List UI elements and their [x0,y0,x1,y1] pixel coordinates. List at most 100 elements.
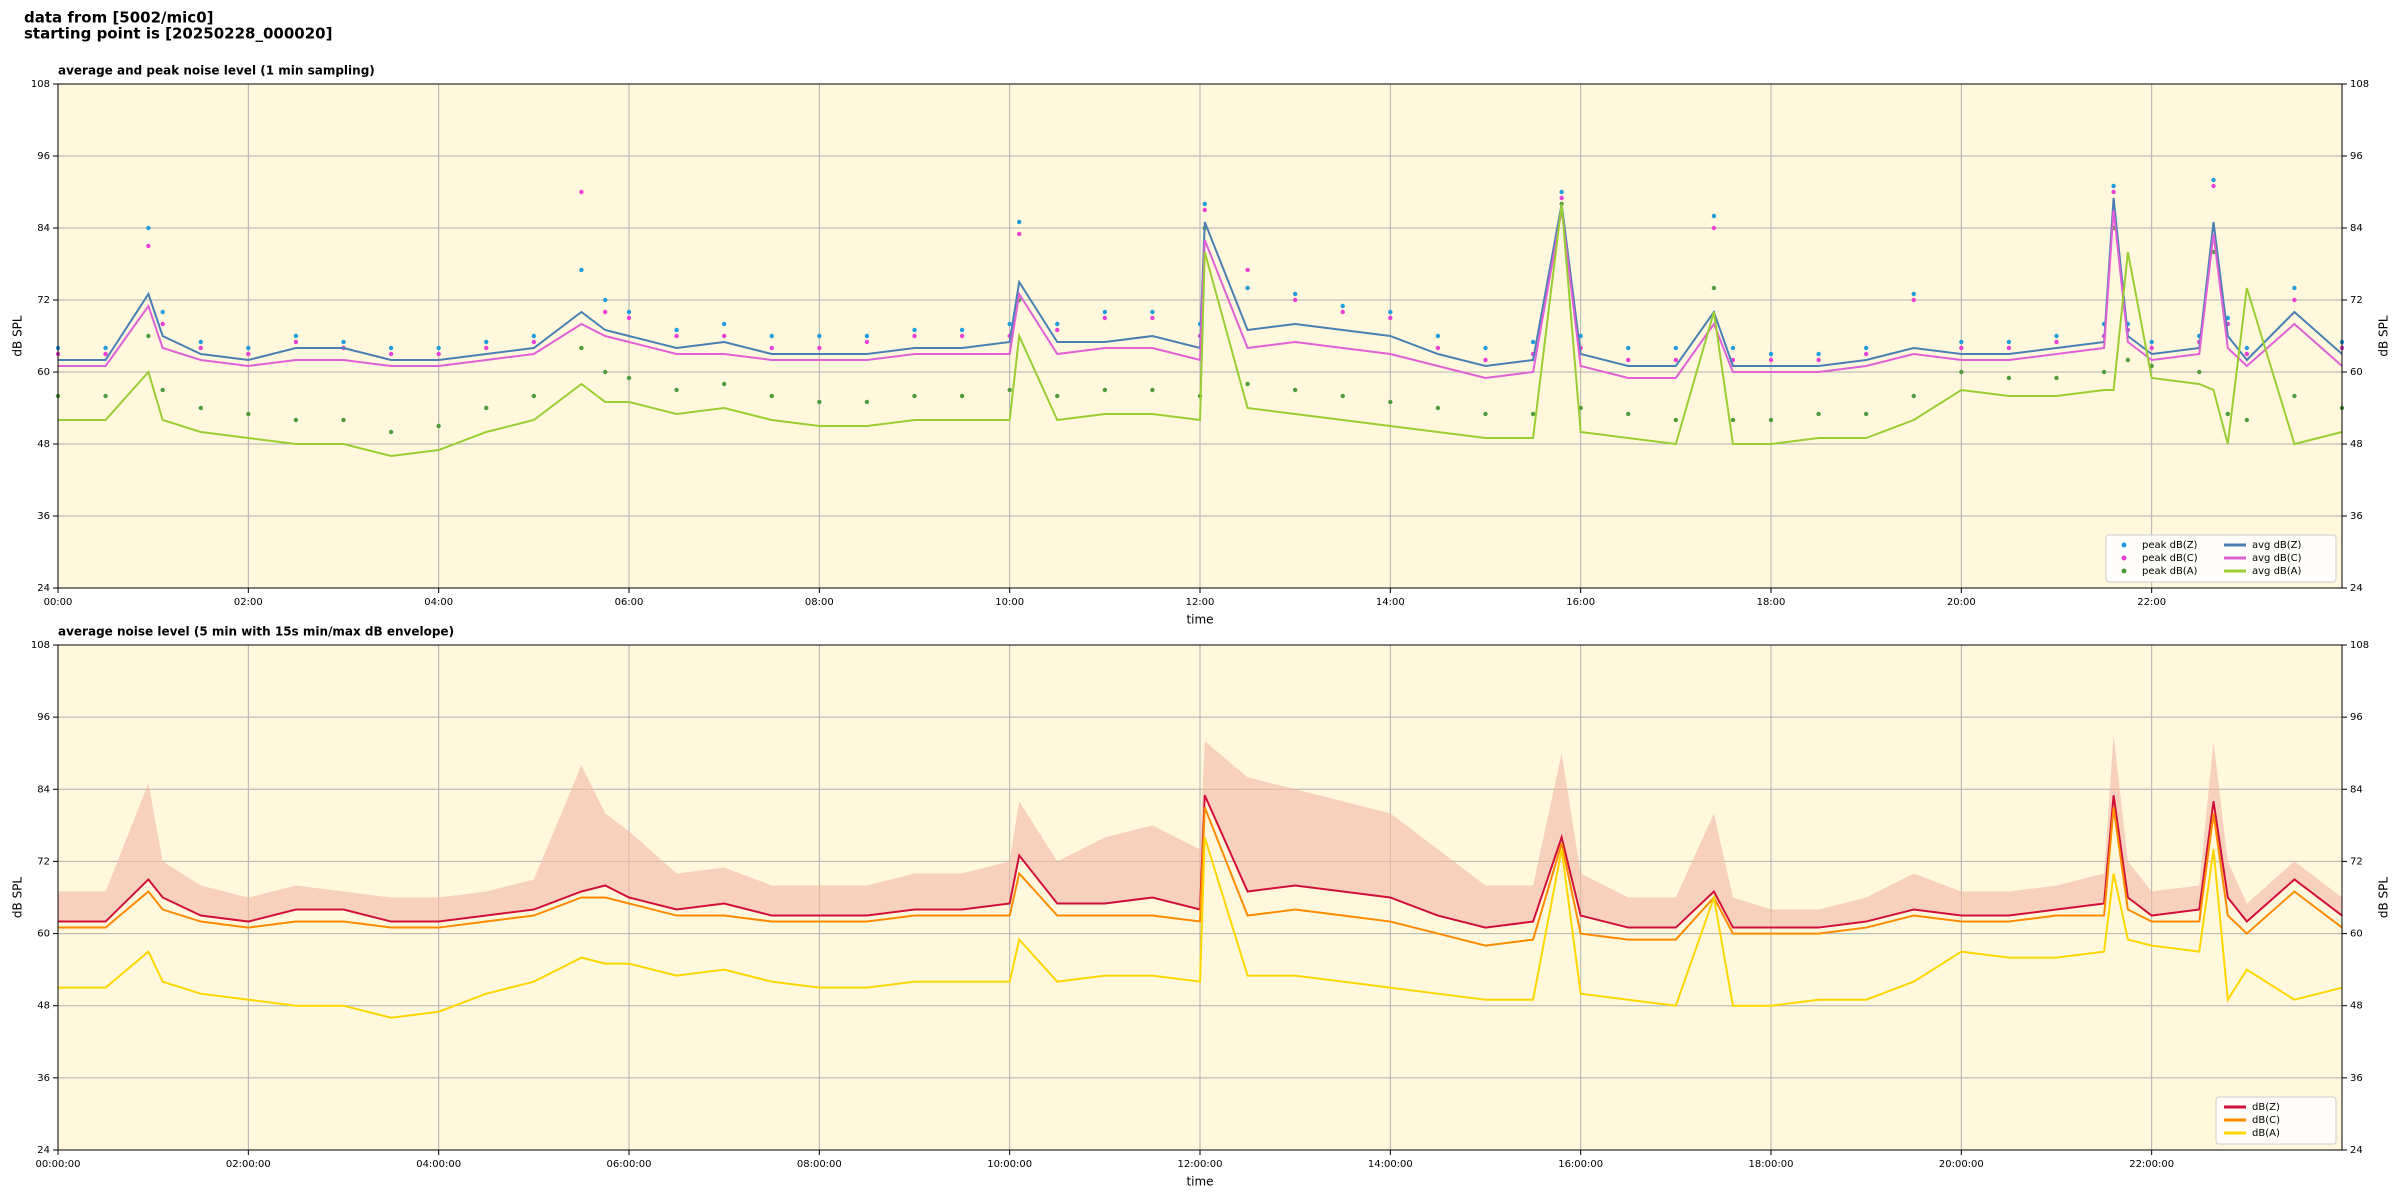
peak-point [2111,183,2116,189]
peak-point [1816,357,1821,363]
peak-point [246,411,251,417]
peak-point [1435,333,1441,339]
peak-point [1055,327,1060,333]
peak-point [1911,297,1916,303]
envelope-area [58,735,2342,928]
peak-point [864,399,870,405]
x-tick-label: 08:00:00 [797,1159,842,1170]
peak-point [1150,387,1155,393]
peak-point [959,333,965,339]
peak-point [341,339,346,345]
x-tick-label: 12:00 [1186,597,1215,608]
y2-axis-label: dB SPL [2377,877,2391,919]
y2-tick-label: 108 [2350,640,2369,651]
peak-point [160,321,165,327]
peak-point [721,333,727,339]
peak-point [1340,303,1345,309]
x-tick-label: 16:00 [1566,597,1595,608]
peak-point [484,339,489,345]
y2-axis-label: dB SPL [2377,315,2391,357]
x-tick-label: 20:00 [1947,597,1976,608]
y-tick-label: 72 [37,856,50,867]
peak-point [2244,345,2250,351]
legend-marker [2121,555,2127,561]
y-axis-label: dB SPL [11,877,25,919]
peak-point [603,369,608,375]
peak-point [1483,345,1488,351]
peak-point [1711,285,1717,291]
peak-point [1911,393,1916,399]
peak-point [293,333,299,339]
series-line [58,806,2343,947]
x-tick-label: 10:00:00 [987,1159,1032,1170]
peak-point [2197,369,2202,375]
peak-point [1245,285,1250,291]
peak-point [1055,321,1060,327]
peak-point [1626,357,1631,363]
x-tick-label: 08:00 [805,597,834,608]
peak-point [103,351,108,357]
x-tick-label: 10:00 [995,597,1024,608]
legend-label: peak dB(A) [2142,566,2198,577]
peak-point [959,393,965,399]
legend-marker [2121,542,2127,548]
peak-point [2244,417,2250,423]
peak-point [1626,411,1631,417]
peak-point [1292,387,1298,393]
peak-point [2149,339,2154,345]
peak-point [388,345,394,351]
y2-tick-label: 48 [2350,1001,2363,1012]
y-axis-label: dB SPL [11,315,25,357]
y2-tick-label: 84 [2350,223,2363,234]
peak-point [103,345,108,351]
x-tick-label: 00:00 [44,597,73,608]
peak-point [579,189,584,195]
peak-point [1388,315,1393,321]
legend-marker [2121,568,2127,574]
y-tick-label: 24 [37,583,50,594]
peak-point [817,345,822,351]
legend-label: peak dB(Z) [2142,540,2198,551]
y2-tick-label: 96 [2350,712,2363,723]
legend-box [2105,534,2337,583]
peak-point [1150,309,1155,315]
peak-point [1673,417,1679,423]
peak-point [2006,345,2012,351]
peak-point [769,333,774,339]
peak-point [1245,381,1250,387]
peak-point [388,351,394,357]
peak-point [1483,357,1488,363]
peak-point [721,381,727,387]
peak-point [817,333,822,339]
y-tick-label: 72 [37,295,50,306]
peak-point [626,309,632,315]
peak-point [1673,345,1679,351]
peak-point [160,309,165,315]
peak-point [2292,285,2297,291]
x-tick-label: 14:00 [1376,597,1405,608]
peak-point [1863,351,1869,357]
peak-point [603,309,608,315]
peak-point [2054,333,2059,339]
peak-point [1768,357,1774,363]
peak-point [674,387,679,393]
y2-tick-label: 108 [2350,79,2369,90]
peak-point [436,351,441,357]
y2-tick-label: 36 [2350,511,2363,522]
y2-tick-label: 84 [2350,784,2363,795]
peak-point [1730,345,1736,351]
peak-point [769,393,774,399]
y-tick-label: 108 [31,79,50,90]
peak-point [531,393,537,399]
x-tick-label: 04:00 [424,597,453,608]
peak-point [146,243,151,249]
peak-point [2292,393,2297,399]
peak-point [2125,357,2131,363]
peak-point [1959,339,1964,345]
x-tick-label: 22:00:00 [2129,1159,2174,1170]
series-line [58,203,2343,458]
peak-point [579,345,584,351]
y-tick-label: 36 [37,511,50,522]
peak-point [1816,351,1821,357]
